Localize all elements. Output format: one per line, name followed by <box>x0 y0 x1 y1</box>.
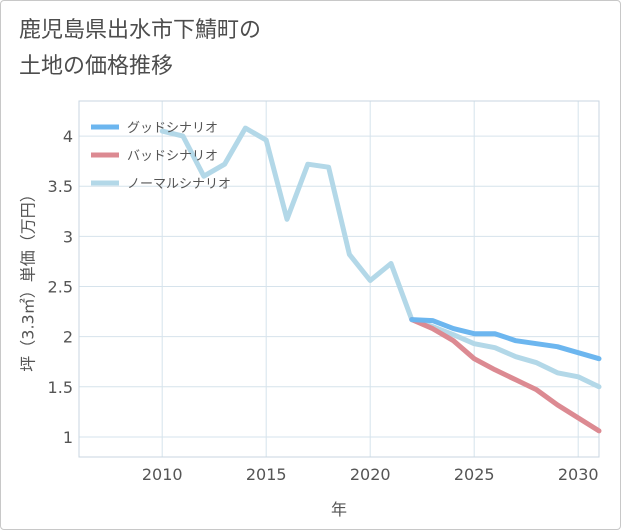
series-line <box>159 125 602 390</box>
y-axis-label: 坪（3.3㎡）単価（万円） <box>19 186 38 371</box>
x-tick-label: 2015 <box>246 465 287 484</box>
legend-label: ノーマルシナリオ <box>127 177 231 192</box>
y-tick-label: 3 <box>63 227 73 246</box>
legend-label: バッドシナリオ <box>127 149 218 164</box>
y-tick-label: 4 <box>63 127 73 146</box>
plot-frame <box>78 100 600 458</box>
tick-labels: 2010 2015 2020 2025 2030 1 1.5 2 2.5 3 3.5 4 <box>48 127 599 484</box>
series-lines <box>159 125 602 434</box>
legend-label: グッドシナリオ <box>127 121 218 136</box>
x-tick-label: 2030 <box>558 465 599 484</box>
x-tick-label: 2010 <box>142 465 183 484</box>
y-tick-label: 1 <box>63 428 73 447</box>
grid <box>78 100 600 458</box>
y-tick-label: 3.5 <box>48 177 73 196</box>
series-line <box>409 317 602 362</box>
x-axis-label: 年 <box>331 500 347 519</box>
series-line <box>409 317 602 434</box>
x-tick-label: 2025 <box>454 465 495 484</box>
chart-title: 鹿児島県出水市下鯖町の 土地の価格推移 <box>19 18 262 79</box>
y-tick-label: 2.5 <box>48 278 73 297</box>
x-tick-label: 2020 <box>350 465 391 484</box>
y-tick-label: 1.5 <box>48 378 73 397</box>
y-tick-label: 2 <box>63 328 73 347</box>
